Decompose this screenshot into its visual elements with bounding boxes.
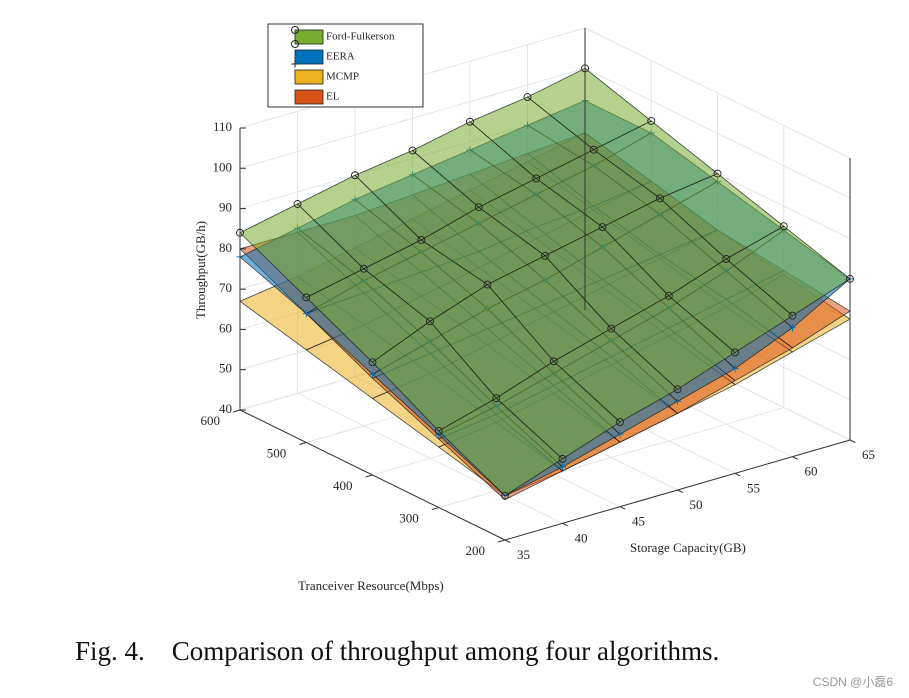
marker — [435, 431, 443, 439]
y-tick-label: 600 — [201, 413, 221, 428]
marker — [523, 93, 532, 101]
marker — [302, 293, 311, 302]
x-tick-label: 55 — [747, 480, 760, 495]
y-tick — [365, 474, 373, 478]
x-tick-label: 40 — [575, 530, 588, 545]
axes-layer: 3540455055606520030040050060040506070809… — [201, 28, 875, 562]
marker — [558, 454, 567, 463]
marker — [359, 264, 368, 273]
marker — [549, 357, 558, 366]
y-tick-label: 300 — [399, 510, 419, 525]
marker — [559, 463, 566, 471]
z-tick-label: 50 — [219, 361, 232, 376]
marker — [434, 427, 443, 435]
marker — [492, 394, 501, 403]
x-tick — [792, 456, 799, 460]
marker — [616, 430, 624, 438]
marker — [408, 146, 417, 155]
marker — [779, 222, 788, 231]
marker — [589, 145, 598, 154]
grid-line — [584, 27, 851, 159]
marker — [474, 203, 483, 212]
marker — [417, 236, 426, 244]
marker — [788, 311, 797, 320]
y-tick-label: 200 — [466, 543, 486, 558]
marker — [501, 491, 509, 500]
z-tick-label: 100 — [213, 159, 233, 174]
y-axis — [239, 409, 506, 541]
marker — [532, 174, 541, 183]
marker — [483, 280, 492, 289]
legend-swatch — [294, 49, 324, 65]
legend-label: EL — [326, 91, 340, 103]
legend-marker — [291, 26, 299, 34]
legend-label: MCMP — [326, 71, 359, 83]
y-axis-label: Tranceiver Resource(Mbps) — [298, 578, 444, 593]
legend-swatch — [294, 89, 324, 105]
marker — [426, 317, 434, 326]
x-tick — [562, 522, 569, 527]
grid-line — [584, 67, 851, 199]
legend-label: EERA — [326, 51, 355, 63]
marker — [722, 255, 731, 263]
z-tick-label: 70 — [219, 280, 232, 295]
marker — [466, 117, 474, 126]
watermark: CSDN @小磊6 — [813, 675, 894, 689]
legend: Ford-Fulkerson EERA MCMP EL — [267, 23, 424, 108]
surface-patch — [438, 397, 564, 497]
y-tick — [299, 442, 307, 445]
legend-swatch — [294, 29, 324, 45]
z-axis-label: Throughput(GB/h) — [193, 221, 208, 319]
x-tick-label: 45 — [632, 514, 645, 529]
marker — [731, 348, 739, 357]
marker — [302, 310, 310, 318]
y-tick — [431, 507, 439, 510]
surface-layer — [236, 64, 854, 501]
x-tick-label: 60 — [805, 464, 818, 479]
legend-label: Ford-Fulkerson — [326, 31, 395, 43]
marker — [656, 194, 664, 203]
x-tick — [849, 439, 856, 444]
y-tick-label: 500 — [267, 445, 287, 460]
marker — [368, 358, 377, 367]
x-tick-label: 65 — [862, 447, 875, 462]
x-tick — [677, 489, 684, 494]
z-tick-label: 110 — [213, 119, 232, 134]
legend-marker — [291, 60, 299, 68]
marker — [541, 251, 549, 260]
legend-box — [267, 23, 424, 108]
x-axis-label: Storage Capacity(GB) — [630, 540, 746, 555]
marker — [731, 365, 739, 373]
x-tick — [734, 472, 741, 477]
marker — [674, 397, 681, 405]
legend-swatch — [294, 69, 324, 85]
marker — [598, 223, 607, 231]
marker — [607, 324, 616, 333]
x-tick — [619, 506, 626, 510]
marker — [673, 385, 682, 394]
y-tick-label: 400 — [333, 478, 353, 493]
grid-line — [239, 67, 586, 169]
marker — [664, 291, 673, 300]
x-tick-label: 35 — [517, 547, 530, 562]
z-tick-label: 60 — [219, 320, 232, 335]
y-tick — [497, 539, 506, 543]
y-tick — [232, 409, 241, 413]
marker — [616, 418, 624, 427]
x-axis — [504, 439, 851, 541]
marker — [369, 370, 376, 378]
x-tick — [504, 539, 511, 544]
z-tick-label: 40 — [219, 401, 232, 416]
z-tick-label: 90 — [219, 200, 232, 215]
marker — [647, 116, 656, 125]
marker — [351, 171, 359, 180]
marker — [293, 200, 302, 208]
z-tick-label: 80 — [219, 240, 232, 255]
caption: Fig. 4. Comparison of throughput among f… — [75, 636, 719, 666]
x-tick-label: 50 — [690, 497, 703, 512]
marker — [713, 169, 722, 178]
marker — [789, 324, 796, 332]
legend-marker — [291, 40, 299, 48]
